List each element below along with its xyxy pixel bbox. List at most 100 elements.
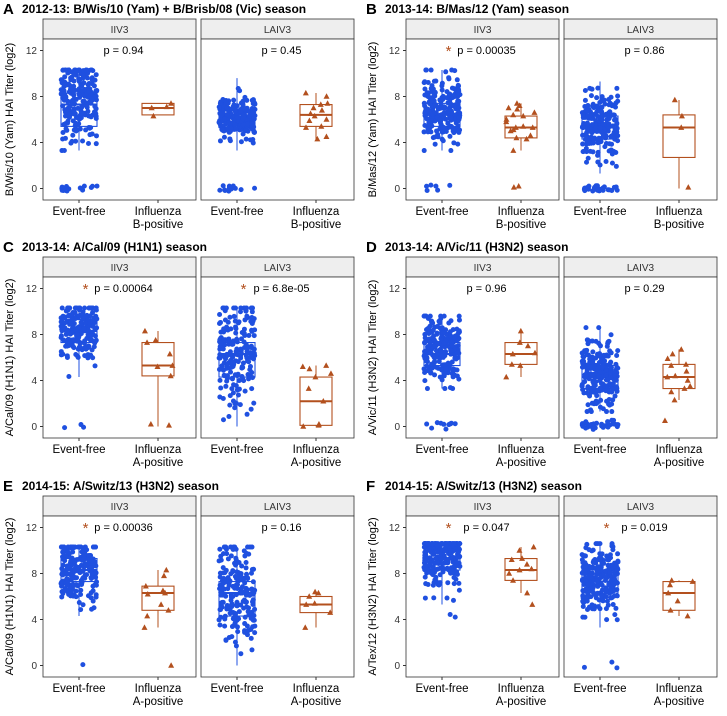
data-point [429,111,435,117]
data-point [444,595,450,601]
data-point [92,563,98,569]
data-point [61,148,67,154]
data-point [233,555,239,561]
data-point-triangle [529,601,536,607]
box-iqr [662,114,696,159]
outlier-point [428,182,434,188]
data-point [238,355,244,361]
data-point-triangle [527,132,534,138]
y-tick-label: 0 [31,661,37,672]
data-point [244,623,250,629]
data-point-triangle [141,624,148,630]
data-point [227,606,233,612]
data-point-triangle [306,365,313,372]
data-point [606,397,612,403]
data-point [224,603,230,609]
data-point [224,105,230,111]
data-point [442,386,448,392]
data-point [596,360,602,366]
facet-strip-label: LAIV3 [264,263,292,274]
data-point [249,647,255,653]
outlier-point [452,421,458,427]
data-point [77,126,83,132]
x-tick-label: Event-free [52,683,105,695]
data-point-triangle [661,417,668,424]
data-point [78,587,84,593]
data-point [428,129,434,135]
data-point [444,542,450,548]
data-point [76,600,82,606]
data-point [220,353,226,359]
data-point [93,337,99,343]
data-point [450,597,456,603]
data-point [452,112,458,118]
data-point [614,85,620,91]
data-point [69,576,75,582]
data-point [595,590,601,596]
data-point-triangle [667,607,674,613]
facet-strip-label: IIV3 [111,25,129,36]
outlier-point [615,422,621,428]
data-point-triangle [671,96,678,103]
data-point [445,120,451,126]
data-point [60,130,66,136]
y-tick-label: 4 [394,138,400,149]
data-point [596,340,602,346]
data-point [427,342,433,348]
x-tick-label-line2: A-positive [291,457,342,469]
y-tick-label: 8 [394,569,400,580]
data-point [608,359,614,365]
data-point [74,331,80,337]
data-point [445,580,451,586]
data-point [424,386,430,392]
data-point [70,549,76,555]
data-point [235,352,241,358]
x-tick-label: Influenza [293,444,340,456]
data-point [237,309,243,315]
outlier-point [80,187,86,193]
data-point [430,327,436,333]
data-point-triangle [524,589,531,596]
data-point-triangle [517,362,524,368]
data-point [217,138,223,144]
group-event-free: Event-free [573,81,627,218]
data-point [456,587,462,593]
data-point [604,598,610,604]
data-point [229,376,235,382]
data-point-triangle [168,100,175,106]
data-point [89,572,95,578]
outlier-point [611,184,617,190]
data-point [441,125,447,131]
data-point-triangle [514,105,521,112]
data-point [582,564,588,570]
y-axis-label: A/Vic/11 (H3N2) HAI Titer (log2) [367,280,379,435]
plot-frame [42,515,197,678]
data-point [85,108,91,114]
data-point [449,359,455,365]
data-point [239,563,245,569]
data-point-triangle [327,370,334,376]
data-point [85,355,91,361]
y-tick-label: 0 [31,422,37,433]
data-point [600,587,606,593]
data-point [584,595,590,601]
outlier-point [586,183,592,189]
data-point [93,307,99,313]
data-point [93,141,99,147]
data-point [226,338,232,344]
data-point [446,124,452,130]
x-tick-label: Influenza [293,206,340,218]
data-point [581,390,587,396]
data-point [432,102,438,108]
data-point [249,567,255,573]
data-point [233,126,239,132]
data-point [437,117,443,123]
data-point [223,546,229,552]
data-point [238,651,244,657]
data-point-triangle [678,112,685,119]
data-point [584,409,590,415]
panel-title: 2012-13: B/Wis/10 (Yam) + B/Brisb/08 (Vi… [22,2,306,16]
p-value: p = 0.45 [261,45,301,57]
data-point [227,402,233,408]
data-point [242,388,248,394]
